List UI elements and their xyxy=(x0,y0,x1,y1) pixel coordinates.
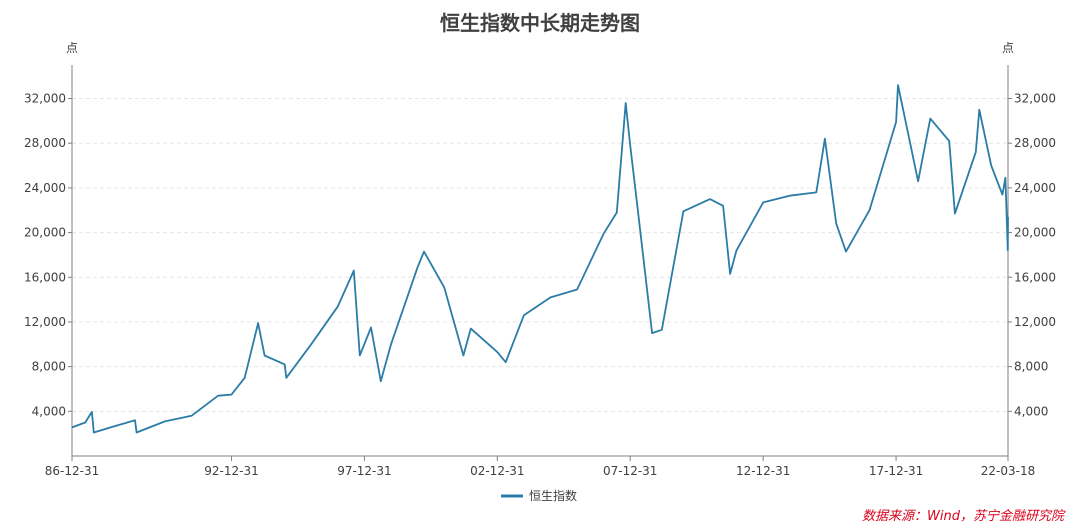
x-tick-label-4: 07-12-31 xyxy=(603,464,657,478)
left-tick-label-20000: 20,000 xyxy=(24,226,66,240)
chart-title: 恒生指数中长期走势图 xyxy=(440,11,640,35)
left-tick-label-24000: 24,000 xyxy=(24,181,66,195)
right-tick-label-32000: 32,000 xyxy=(1014,92,1056,106)
x-tick-label-0: 86-12-31 xyxy=(45,464,99,478)
x-tick-label-1: 92-12-31 xyxy=(204,464,258,478)
x-tick-label-7: 22-03-18 xyxy=(981,464,1035,478)
right-tick-label-28000: 28,000 xyxy=(1014,136,1056,150)
x-tick-label-3: 02-12-31 xyxy=(470,464,524,478)
right-tick-label-24000: 24,000 xyxy=(1014,181,1056,195)
x-tick-label-5: 12-12-31 xyxy=(736,464,790,478)
right-tick-label-8000: 8,000 xyxy=(1014,360,1048,374)
right-axis-unit: 点 xyxy=(1002,41,1014,55)
left-axis-unit: 点 xyxy=(66,41,78,55)
x-tick-label-2: 97-12-31 xyxy=(337,464,391,478)
right-tick-label-4000: 4,000 xyxy=(1014,404,1048,418)
left-tick-label-16000: 16,000 xyxy=(24,270,66,284)
left-y-ticks: 4,000 8,000 12,000 16,000 20,000 24,000 28,000… xyxy=(24,92,72,418)
right-y-ticks: 4,000 8,000 12,000 16,000 20,000 24,000 28,000… xyxy=(1008,92,1056,418)
source-note: 数据来源：Wind，苏宁金融研究院 xyxy=(862,508,1066,524)
series-line-hsi xyxy=(71,84,1009,434)
right-tick-label-20000: 20,000 xyxy=(1014,226,1056,240)
right-tick-label-16000: 16,000 xyxy=(1014,270,1056,284)
right-tick-label-12000: 12,000 xyxy=(1014,315,1056,329)
left-tick-label-8000: 8,000 xyxy=(32,360,66,374)
legend: 恒生指数 xyxy=(501,488,577,503)
left-tick-label-32000: 32,000 xyxy=(24,92,66,106)
gridlines xyxy=(72,98,1008,412)
left-tick-label-4000: 4,000 xyxy=(32,404,66,418)
legend-label: 恒生指数 xyxy=(529,488,577,503)
left-tick-label-28000: 28,000 xyxy=(24,136,66,150)
x-tick-label-6: 17-12-31 xyxy=(869,464,923,478)
left-tick-label-12000: 12,000 xyxy=(24,315,66,329)
x-ticks: 86-12-31 92-12-31 97-12-31 02-12-31 07-12-31… xyxy=(45,456,1035,478)
